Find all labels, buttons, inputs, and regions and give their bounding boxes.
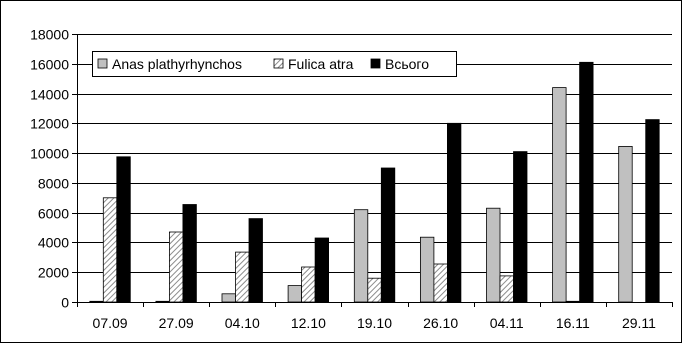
bar-total bbox=[248, 218, 263, 303]
x-tick-label: 16.11 bbox=[556, 315, 590, 331]
bar-total bbox=[645, 119, 660, 303]
legend-swatch bbox=[273, 58, 284, 69]
bar-fulica bbox=[565, 300, 580, 303]
bar-anas bbox=[89, 300, 104, 303]
y-tick-label: 4000 bbox=[38, 235, 69, 251]
bar-fulica bbox=[301, 266, 316, 303]
bar-anas bbox=[486, 207, 501, 303]
y-tick-label: 14000 bbox=[30, 87, 69, 103]
x-tick-label: 07.09 bbox=[93, 315, 128, 331]
legend-swatch bbox=[97, 58, 108, 69]
bar-fulica bbox=[499, 275, 514, 303]
bar-anas bbox=[155, 300, 170, 303]
bar-total bbox=[182, 204, 197, 303]
y-tick-label: 12000 bbox=[30, 116, 69, 132]
legend-swatch bbox=[370, 58, 381, 69]
y-tick-label: 10000 bbox=[30, 146, 69, 162]
x-tick-label: 29.11 bbox=[622, 315, 656, 331]
bar-fulica bbox=[235, 251, 250, 303]
bar-fulica bbox=[433, 263, 448, 303]
x-axis: 07.09 27.09 04.10 12.10 19.10 26.10 04.11 16.11… bbox=[77, 302, 673, 331]
x-tick-label: 26.10 bbox=[423, 315, 458, 331]
bar-anas bbox=[287, 285, 303, 303]
y-tick-label: 2000 bbox=[38, 265, 69, 281]
legend: Anas plathyrhynchos Fulica atra Всього bbox=[92, 51, 457, 77]
x-tick-label: 04.10 bbox=[225, 315, 260, 331]
bar-fulica bbox=[367, 277, 382, 303]
x-tick-label: 19.10 bbox=[357, 315, 392, 331]
legend-label: Fulica atra bbox=[288, 56, 354, 72]
y-tick-label: 18000 bbox=[30, 27, 69, 43]
bar-total bbox=[513, 151, 528, 303]
y-tick-label: 16000 bbox=[30, 57, 69, 73]
y-tick-label: 8000 bbox=[38, 176, 69, 192]
bar-fulica bbox=[168, 231, 184, 303]
y-axis: 0 2000 4000 6000 8000 10000 12000 14000 16000 180… bbox=[30, 27, 78, 311]
bar-anas bbox=[552, 87, 567, 303]
bar-anas bbox=[221, 293, 236, 303]
bar-total bbox=[116, 156, 131, 303]
y-tick-label: 0 bbox=[61, 295, 69, 311]
bar-total bbox=[446, 122, 462, 303]
bar-total bbox=[579, 61, 594, 303]
bar-anas bbox=[618, 145, 633, 303]
legend-box bbox=[92, 51, 457, 77]
x-tick-label: 12.10 bbox=[291, 315, 326, 331]
bar-total bbox=[380, 167, 396, 303]
bar-anas bbox=[353, 209, 369, 303]
bar-anas bbox=[419, 236, 435, 303]
x-tick-label: 04.11 bbox=[490, 315, 524, 331]
legend-label: Anas plathyrhynchos bbox=[112, 56, 242, 72]
y-tick-label: 6000 bbox=[38, 206, 69, 222]
bar-fulica bbox=[102, 197, 118, 303]
x-tick-label: 27.09 bbox=[159, 315, 194, 331]
bar-total bbox=[314, 237, 330, 303]
legend-label: Всього bbox=[385, 56, 429, 72]
